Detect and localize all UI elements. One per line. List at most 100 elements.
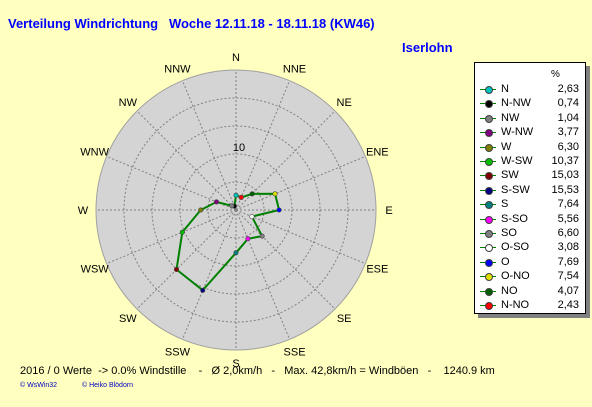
direction-label-nne: NNE [283,64,306,76]
grid-spoke [235,209,336,310]
legend-item: S 7,64 [475,198,585,212]
legend-item: SW 15,03 [475,169,585,183]
legend-item: NW 1,04 [475,112,585,126]
legend-value: 1,04 [557,111,579,124]
legend-item: W-SW 10,37 [475,155,585,169]
direction-label-ne: NE [337,97,352,109]
direction-label-nnw: NNW [164,64,191,76]
legend-marker-icon [485,172,493,181]
direction-label-wnw: WNW [80,146,109,158]
direction-label-wsw: WSW [81,264,110,276]
legend-item: W-NW 3,77 [475,126,585,140]
direction-label-nw: NW [119,97,138,109]
direction-label-sse: SSE [284,346,306,358]
legend-label: W [501,140,512,153]
legend-value: 15,03 [551,169,579,182]
legend-marker-icon [485,258,493,267]
legend-label: NO [501,284,518,297]
data-point-s-so [245,236,251,242]
legend-marker-icon [485,273,493,282]
data-point-s-sw [200,287,206,293]
data-point-w [198,207,204,213]
legend-value: 6,60 [557,227,579,239]
data-point-n-no [238,194,244,200]
grid-spoke [136,209,237,310]
legend-marker-icon [485,302,493,310]
legend-item: S-SW 15,53 [475,184,585,198]
legend-marker-icon [485,86,493,94]
direction-label-se: SE [337,313,352,325]
legend-value: 4,07 [557,284,579,297]
direction-label-ene: ENE [366,146,389,158]
direction-label-e: E [385,205,392,217]
legend-value: 15,53 [551,183,579,196]
legend-value: 7,64 [557,198,579,211]
direction-label-ssw: SSW [165,346,191,358]
legend-label: W-NW [501,126,534,139]
legend-value: 5,56 [557,212,579,225]
legend-label: N-NW [501,97,531,110]
grid-spoke [235,155,366,211]
legend-value: 2,43 [557,299,579,311]
legend-label: O [501,255,510,268]
data-point-o-no [272,191,278,197]
legend-value: 3,08 [557,241,579,254]
legend-unit: % [551,69,560,80]
grid-spoke [106,155,237,211]
grid-spoke [181,80,237,211]
legend-item: S-SO 5,56 [475,213,585,227]
legend-marker-icon [485,201,493,210]
legend-value: 10,37 [551,155,579,167]
legend-item: N-NW 0,74 [475,97,585,111]
direction-label-sw: SW [119,313,137,325]
legend: % N 2,63 N-NW 0,74 NW 1,04 W-NW 3,77 W 6,30 W-SW 10… [474,62,586,314]
legend-value: 6,30 [557,140,579,153]
grid-spoke [235,80,291,211]
grid-spoke [235,209,366,265]
data-point-sw [173,267,179,273]
grid-spoke [181,209,237,340]
legend-marker-icon [485,143,493,152]
legend-item: O 7,69 [475,256,585,270]
data-point-n [233,192,239,198]
copyright-wswin: © WsWin32 [20,382,58,389]
stats-footer: 2016 / 0 Werte -> 0.0% Windstille - Ø 2,… [20,365,495,377]
direction-label-w: W [78,205,89,217]
data-point-so [259,233,265,239]
data-point-w-sw [179,229,185,235]
legend-marker-icon [485,186,493,195]
legend-label: S-SW [501,183,530,196]
legend-value: 7,69 [557,255,579,268]
legend-marker-icon [485,100,493,109]
legend-item: N 2,63 [475,83,585,97]
data-point-nw [229,203,235,209]
legend-value: 2,63 [557,83,579,95]
legend-label: W-SW [501,155,533,167]
legend-label: O-SO [501,241,530,254]
direction-label-s: S [232,358,239,370]
direction-label-ese: ESE [366,264,388,276]
legend-marker-icon [485,114,493,123]
legend-item: O-NO 7,54 [475,270,585,284]
legend-marker-icon [485,158,493,166]
legend-label: N-NO [501,299,530,311]
location-label: Iserlohn [402,40,453,55]
data-point-s [233,250,239,256]
legend-label: N [501,83,509,95]
legend-marker-icon [485,215,493,224]
legend-marker-icon [485,287,493,296]
data-point-no [249,191,255,197]
ring-label: 10 [233,142,245,154]
legend-item: NO 4,07 [475,285,585,299]
legend-label: SO [501,227,517,239]
legend-item: O-SO 3,08 [475,241,585,255]
grid-spoke [235,110,336,211]
grid-spoke [235,209,291,340]
legend-marker-icon [485,230,493,238]
data-point-w-nw [213,199,219,205]
legend-item: W 6,30 [475,141,585,155]
grid-spoke [136,110,237,211]
legend-item: SO 6,60 [475,227,585,241]
legend-marker-icon [485,244,493,253]
